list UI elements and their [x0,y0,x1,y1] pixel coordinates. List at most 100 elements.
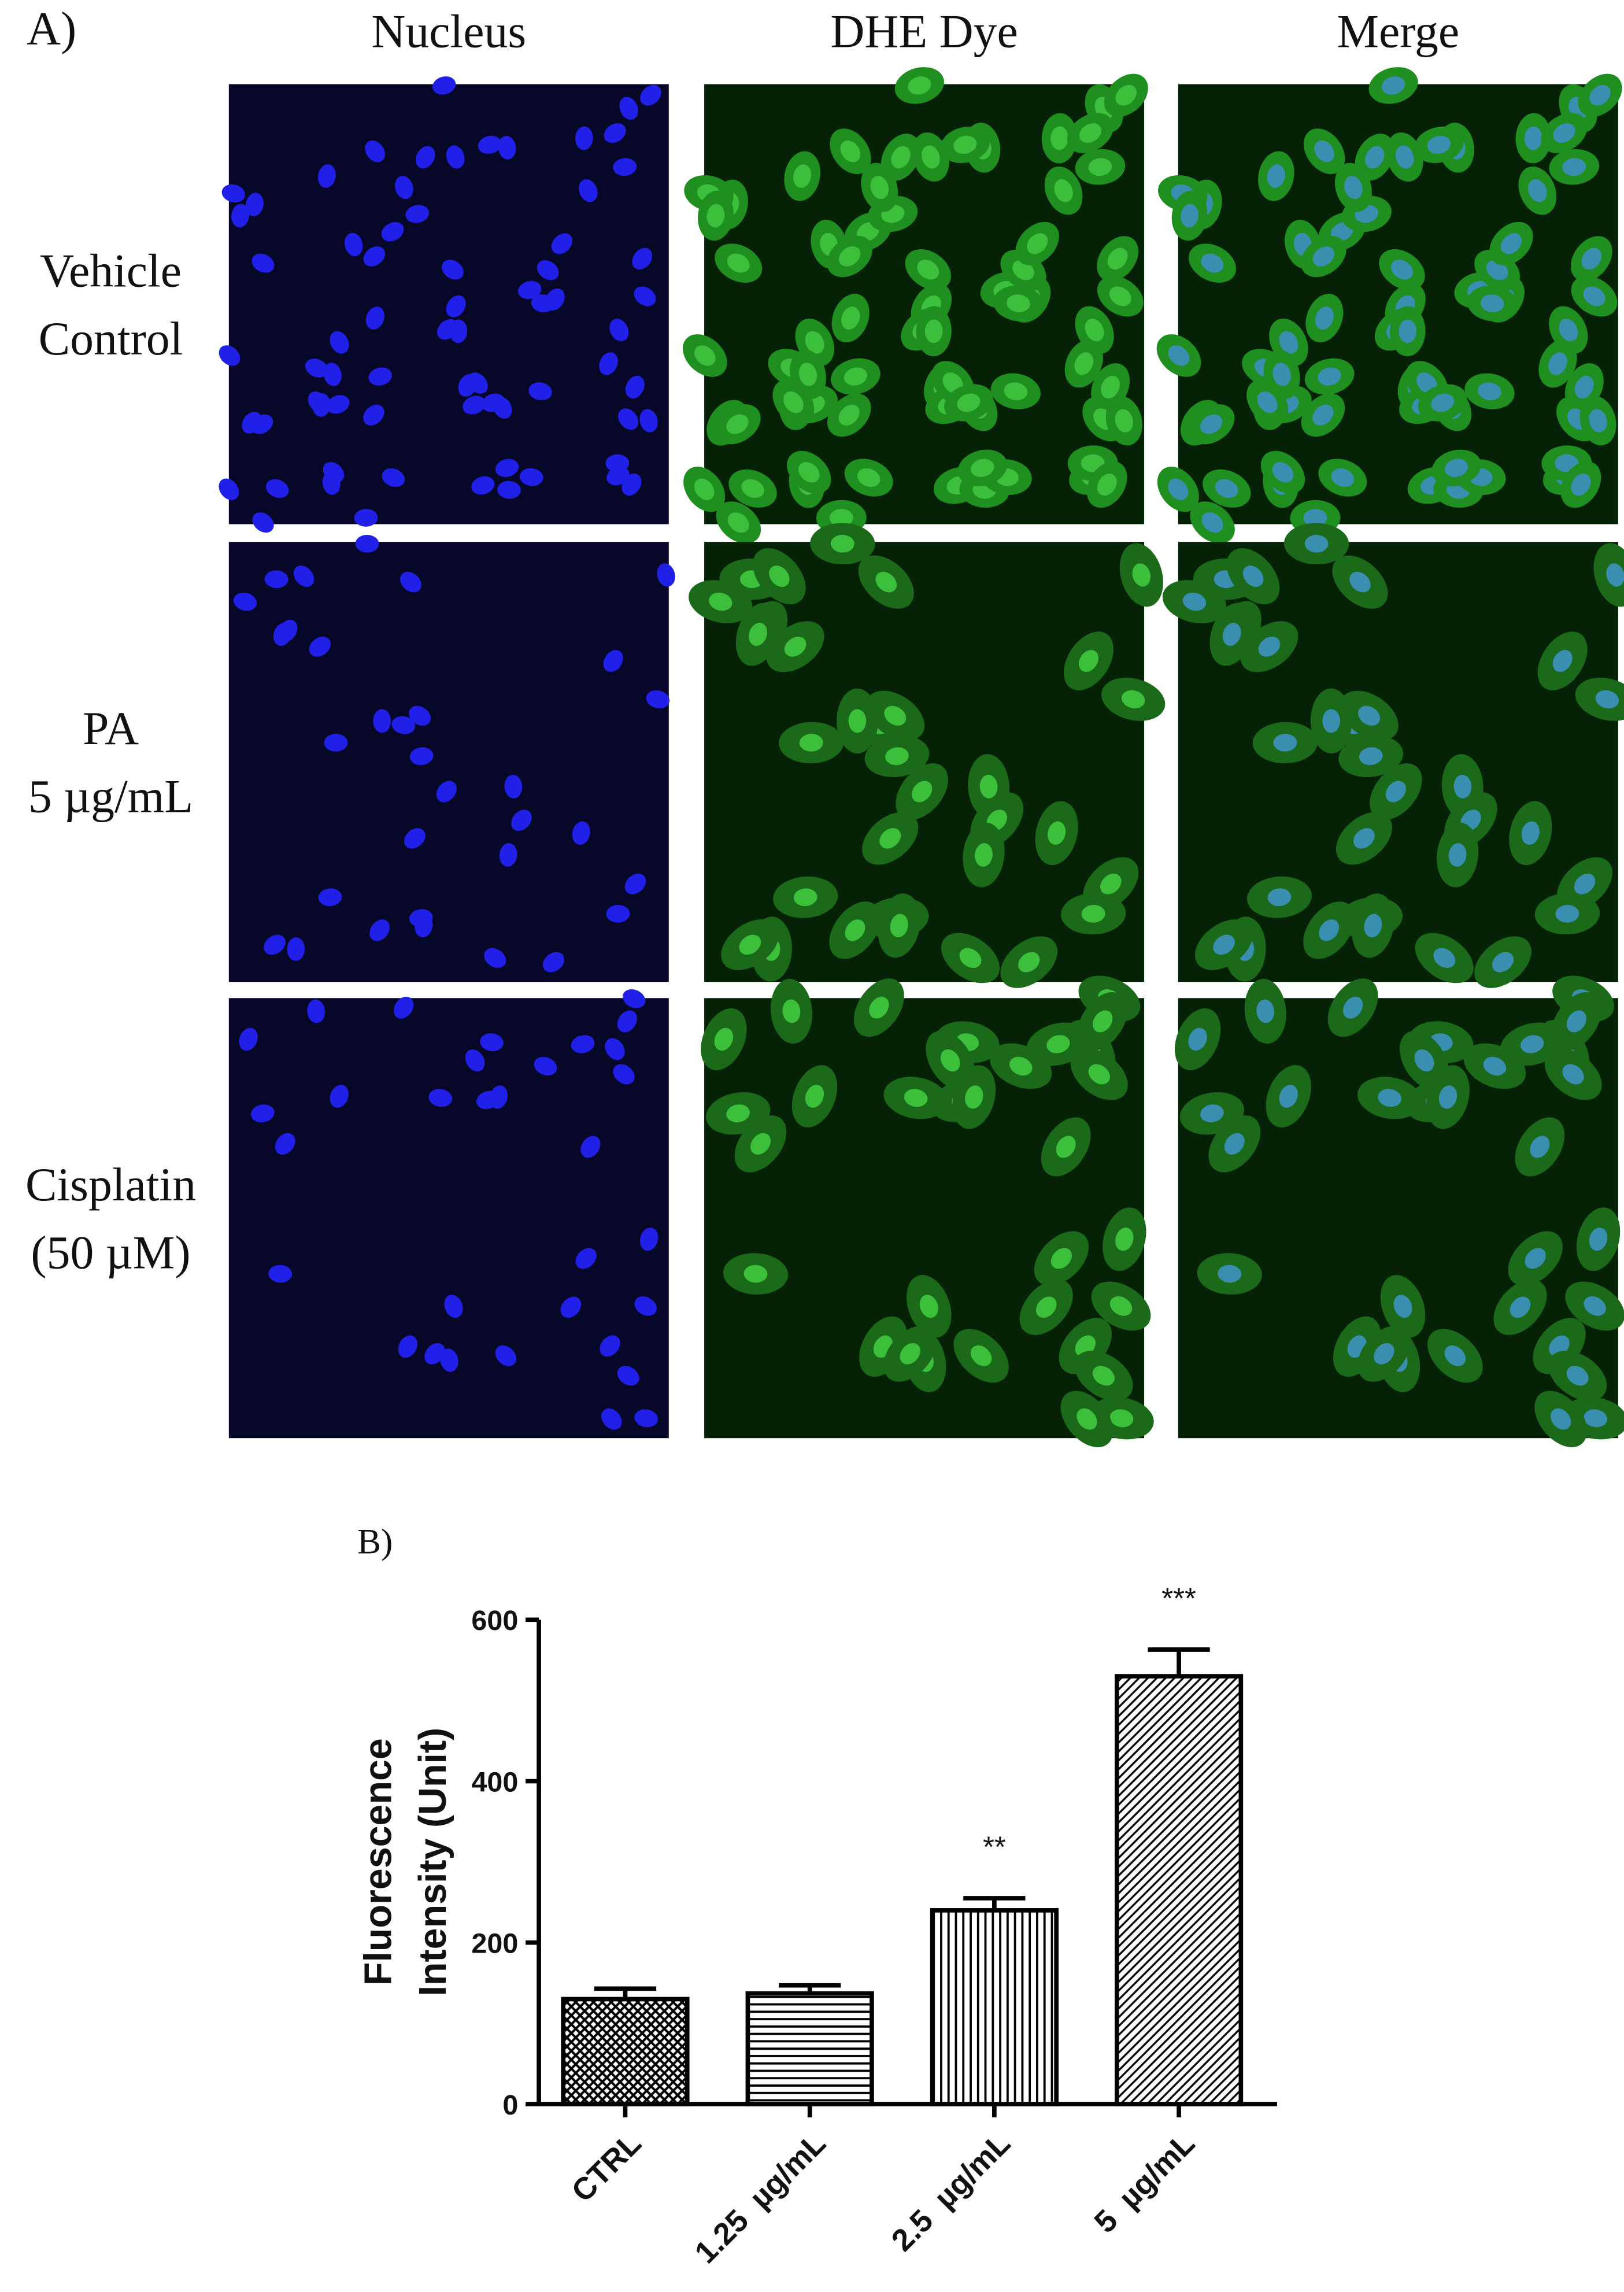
nucleus [622,989,646,1008]
nucleus [617,408,639,430]
nucleus [537,260,559,280]
nucleus [432,76,456,95]
nucleus [605,454,630,472]
nucleus [743,1265,768,1283]
nucleus [1181,204,1199,228]
nucleus [1365,146,1385,169]
nucleus [1312,246,1335,267]
nucleus [919,1295,938,1318]
nucleus [870,176,889,199]
nucleus [1074,352,1094,375]
nucleus [511,809,532,831]
y-tick-label: 600 [471,1605,518,1636]
nucleus [1304,535,1329,553]
nucleus [603,650,623,672]
nucleus [879,828,901,849]
nucleus [953,135,977,154]
nucleus [1353,828,1375,849]
nucleus [264,934,286,955]
nucleus [382,468,405,487]
y-tick-label: 200 [471,1928,518,1960]
x-tick-label: 2.5 µg/mL [885,2125,1017,2258]
nucleus [1431,393,1455,412]
x-tick-label: 1.25 µg/mL [688,2125,833,2270]
nucleus [1182,592,1207,611]
nucleus [1018,952,1040,973]
nucleus [1242,565,1264,587]
nucleus [609,319,629,342]
nucleus [1009,1056,1033,1076]
bar [1114,1674,1244,2106]
nucleus [1200,414,1223,434]
nucleus [769,565,790,587]
nucleus [1444,459,1468,477]
micrograph [228,989,669,1439]
nucleus [489,1085,508,1109]
nucleus [252,512,274,533]
nucleus [368,367,392,386]
nucleus [1427,135,1451,154]
nucleus [1272,363,1291,386]
nucleus [749,623,767,646]
nucleus [922,145,940,169]
nucleus [416,146,435,169]
micrograph [689,523,1166,988]
nucleus [1109,286,1131,306]
nucleus [784,637,807,657]
nucleus [1395,145,1414,169]
nucleus [1267,164,1285,188]
nucleus [1559,319,1578,342]
nucleus [1115,409,1133,432]
nucleus [1272,461,1294,483]
nucleus [600,1335,620,1357]
nucleus [317,164,336,188]
nucleus [465,1049,485,1072]
nucleus [793,164,812,188]
nucleus [1318,367,1341,386]
nucleus [640,84,661,106]
nucleus [799,734,823,752]
nucleus [495,1345,517,1366]
nucleus [245,193,264,216]
nucleus [1448,843,1467,867]
nucleus [251,253,275,273]
nucleus [428,1089,453,1107]
y-axis-label: Intensity (Unit) [412,1728,454,1997]
nucleus [326,395,350,414]
nucleus [1391,260,1413,280]
nucleus [1374,1343,1394,1365]
nucleus [1132,563,1151,587]
nucleus [471,476,495,495]
nucleus [373,709,391,733]
nucleus [1279,331,1299,354]
nucleus [1382,76,1405,95]
nucleus [1359,747,1383,766]
nucleus [231,204,250,228]
nucleus [363,404,384,426]
nucleus [391,716,416,734]
significance: ** [983,1830,1006,1863]
nucleus [405,205,430,223]
nucleus [531,294,555,313]
nucleus [798,461,820,483]
nucleus [1584,1409,1607,1428]
nucleus [1215,479,1238,498]
nucleus [1109,1296,1133,1316]
nucleus [1050,1248,1072,1269]
nucleus [575,1248,597,1269]
nucleus [639,1228,659,1251]
nucleus [1349,571,1371,593]
nucleus [1571,473,1591,496]
nucleus [463,395,486,415]
nucleus [1109,1409,1134,1428]
nucleus [750,1133,771,1155]
nucleus [1385,781,1406,803]
nucleus [959,948,982,968]
nucleus [1399,319,1417,343]
nucleus [1566,1010,1586,1033]
nucleus [268,1265,293,1283]
nucleus [442,260,464,280]
nucleus [694,345,716,366]
nucleus [1168,478,1189,500]
nucleus [1188,1027,1207,1051]
